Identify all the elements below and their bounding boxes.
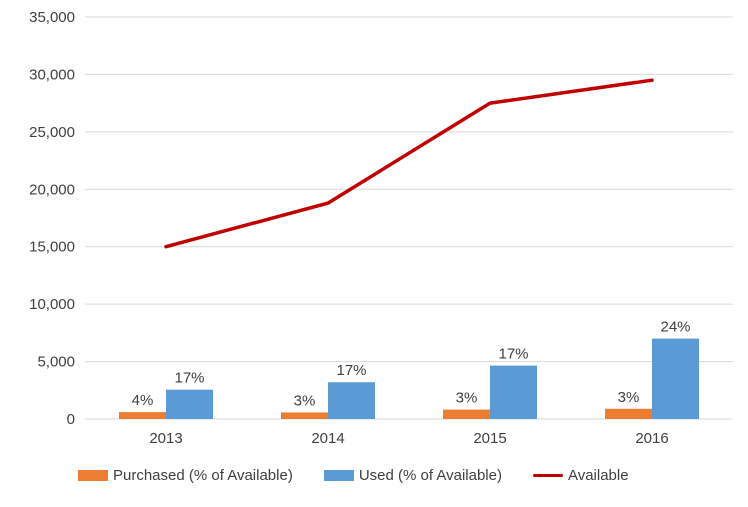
bar [490,365,537,419]
legend-item-used: Used (% of Available) [323,467,502,484]
bar-data-label: 3% [456,390,478,407]
chart-legend: Purchased (% of Available) Used (% of Av… [78,468,629,483]
bar [328,382,375,419]
bar-data-label: 17% [336,362,366,379]
bar-data-label: 3% [294,392,316,409]
legend-label-used: Used (% of Available) [358,467,502,484]
y-tick-label: 30,000 [29,66,75,83]
legend-label-purchased: Purchased (% of Available) [113,467,293,484]
x-tick-label: 2013 [149,430,182,447]
x-tick-label: 2014 [311,430,344,447]
legend-swatch-purchased-bar [78,470,108,481]
y-tick-label: 0 [67,411,75,428]
y-tick-label: 35,000 [29,9,75,26]
y-tick-label: 15,000 [29,239,75,256]
legend-swatch-used-bar [323,470,354,481]
chart-canvas: 0 5,000 10,000 15,000 20,000 25,000 30,000 35,0… [29,9,733,447]
y-tick-label: 20,000 [29,181,75,198]
y-tick-label: 10,000 [29,296,75,313]
bar [119,412,166,419]
bar [281,412,328,419]
y-tick-label: 25,000 [29,124,75,141]
legend-item-available: Available [532,467,629,484]
bar [166,389,213,419]
bar-data-label: 3% [618,389,640,406]
legend-label-available: Available [567,467,629,484]
x-tick-label: 2015 [473,430,506,447]
bar-data-label: 17% [498,346,528,363]
bar [605,408,652,419]
bar-data-label: 24% [660,319,690,336]
bar [652,338,699,419]
line-series [164,78,654,249]
legend-item-purchased: Purchased (% of Available) [78,468,293,483]
y-tick-label: 5,000 [37,354,75,371]
bar [443,409,490,419]
legend-swatch-available-line [532,473,563,478]
x-tick-label: 2016 [635,430,668,447]
bar-data-label: 17% [174,370,204,387]
bar-data-label: 4% [132,392,154,409]
